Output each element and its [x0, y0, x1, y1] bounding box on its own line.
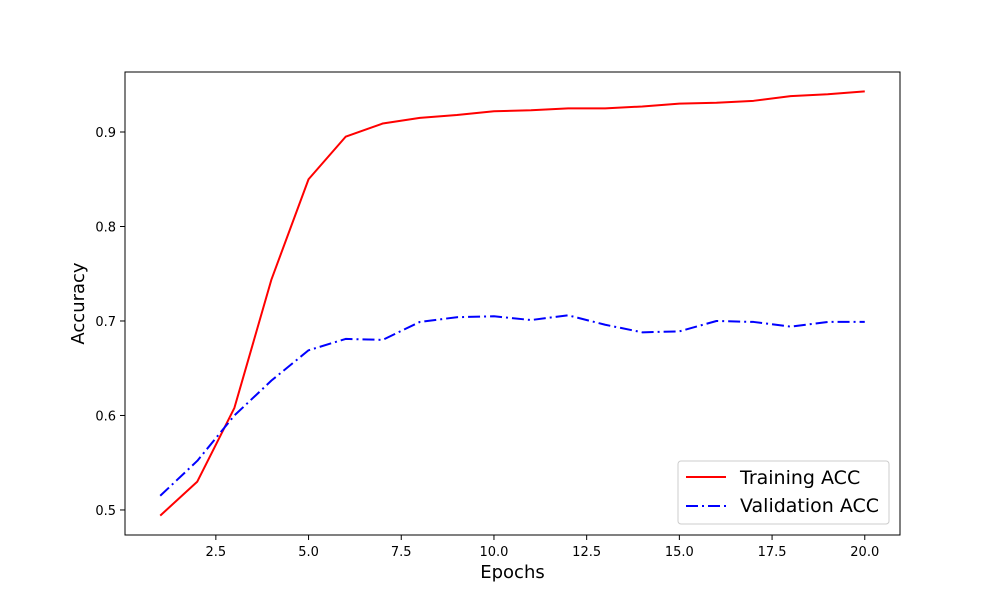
- series-line-validation: [159, 314, 865, 497]
- legend-label-validation: Validation ACC: [740, 495, 879, 517]
- x-tick-label: 2.5: [206, 545, 227, 560]
- y-axis-ticks: 0.5 0.6 0.7 0.8 0.9: [95, 126, 125, 519]
- y-axis-label: Accuracy: [68, 262, 89, 345]
- y-tick-label: 0.7: [95, 315, 116, 330]
- series-line-training: [159, 90, 865, 517]
- x-axis-label: Epochs: [480, 562, 545, 583]
- x-tick-label: 17.5: [758, 545, 787, 560]
- x-tick-label: 12.5: [572, 545, 601, 560]
- x-tick-label: 20.0: [850, 545, 879, 560]
- legend-label-training: Training ACC: [739, 467, 860, 489]
- legend: Training ACC Validation ACC: [677, 460, 890, 525]
- x-tick-label: 15.0: [665, 545, 694, 560]
- x-tick-label: 7.5: [391, 545, 412, 560]
- x-axis-ticks: 2.5 5.0 7.5 10.0 12.5 15.0 17.5 20.0: [206, 535, 879, 560]
- plot-frame: [124, 71, 901, 536]
- y-tick-label: 0.6: [95, 409, 116, 424]
- series-lines: [159, 90, 865, 517]
- y-tick-label: 0.8: [95, 220, 116, 235]
- legend-box: [677, 460, 890, 525]
- x-tick-label: 5.0: [298, 545, 319, 560]
- y-tick-label: 0.5: [95, 504, 116, 519]
- x-tick-label: 10.0: [479, 545, 508, 560]
- y-tick-label: 0.9: [95, 126, 116, 141]
